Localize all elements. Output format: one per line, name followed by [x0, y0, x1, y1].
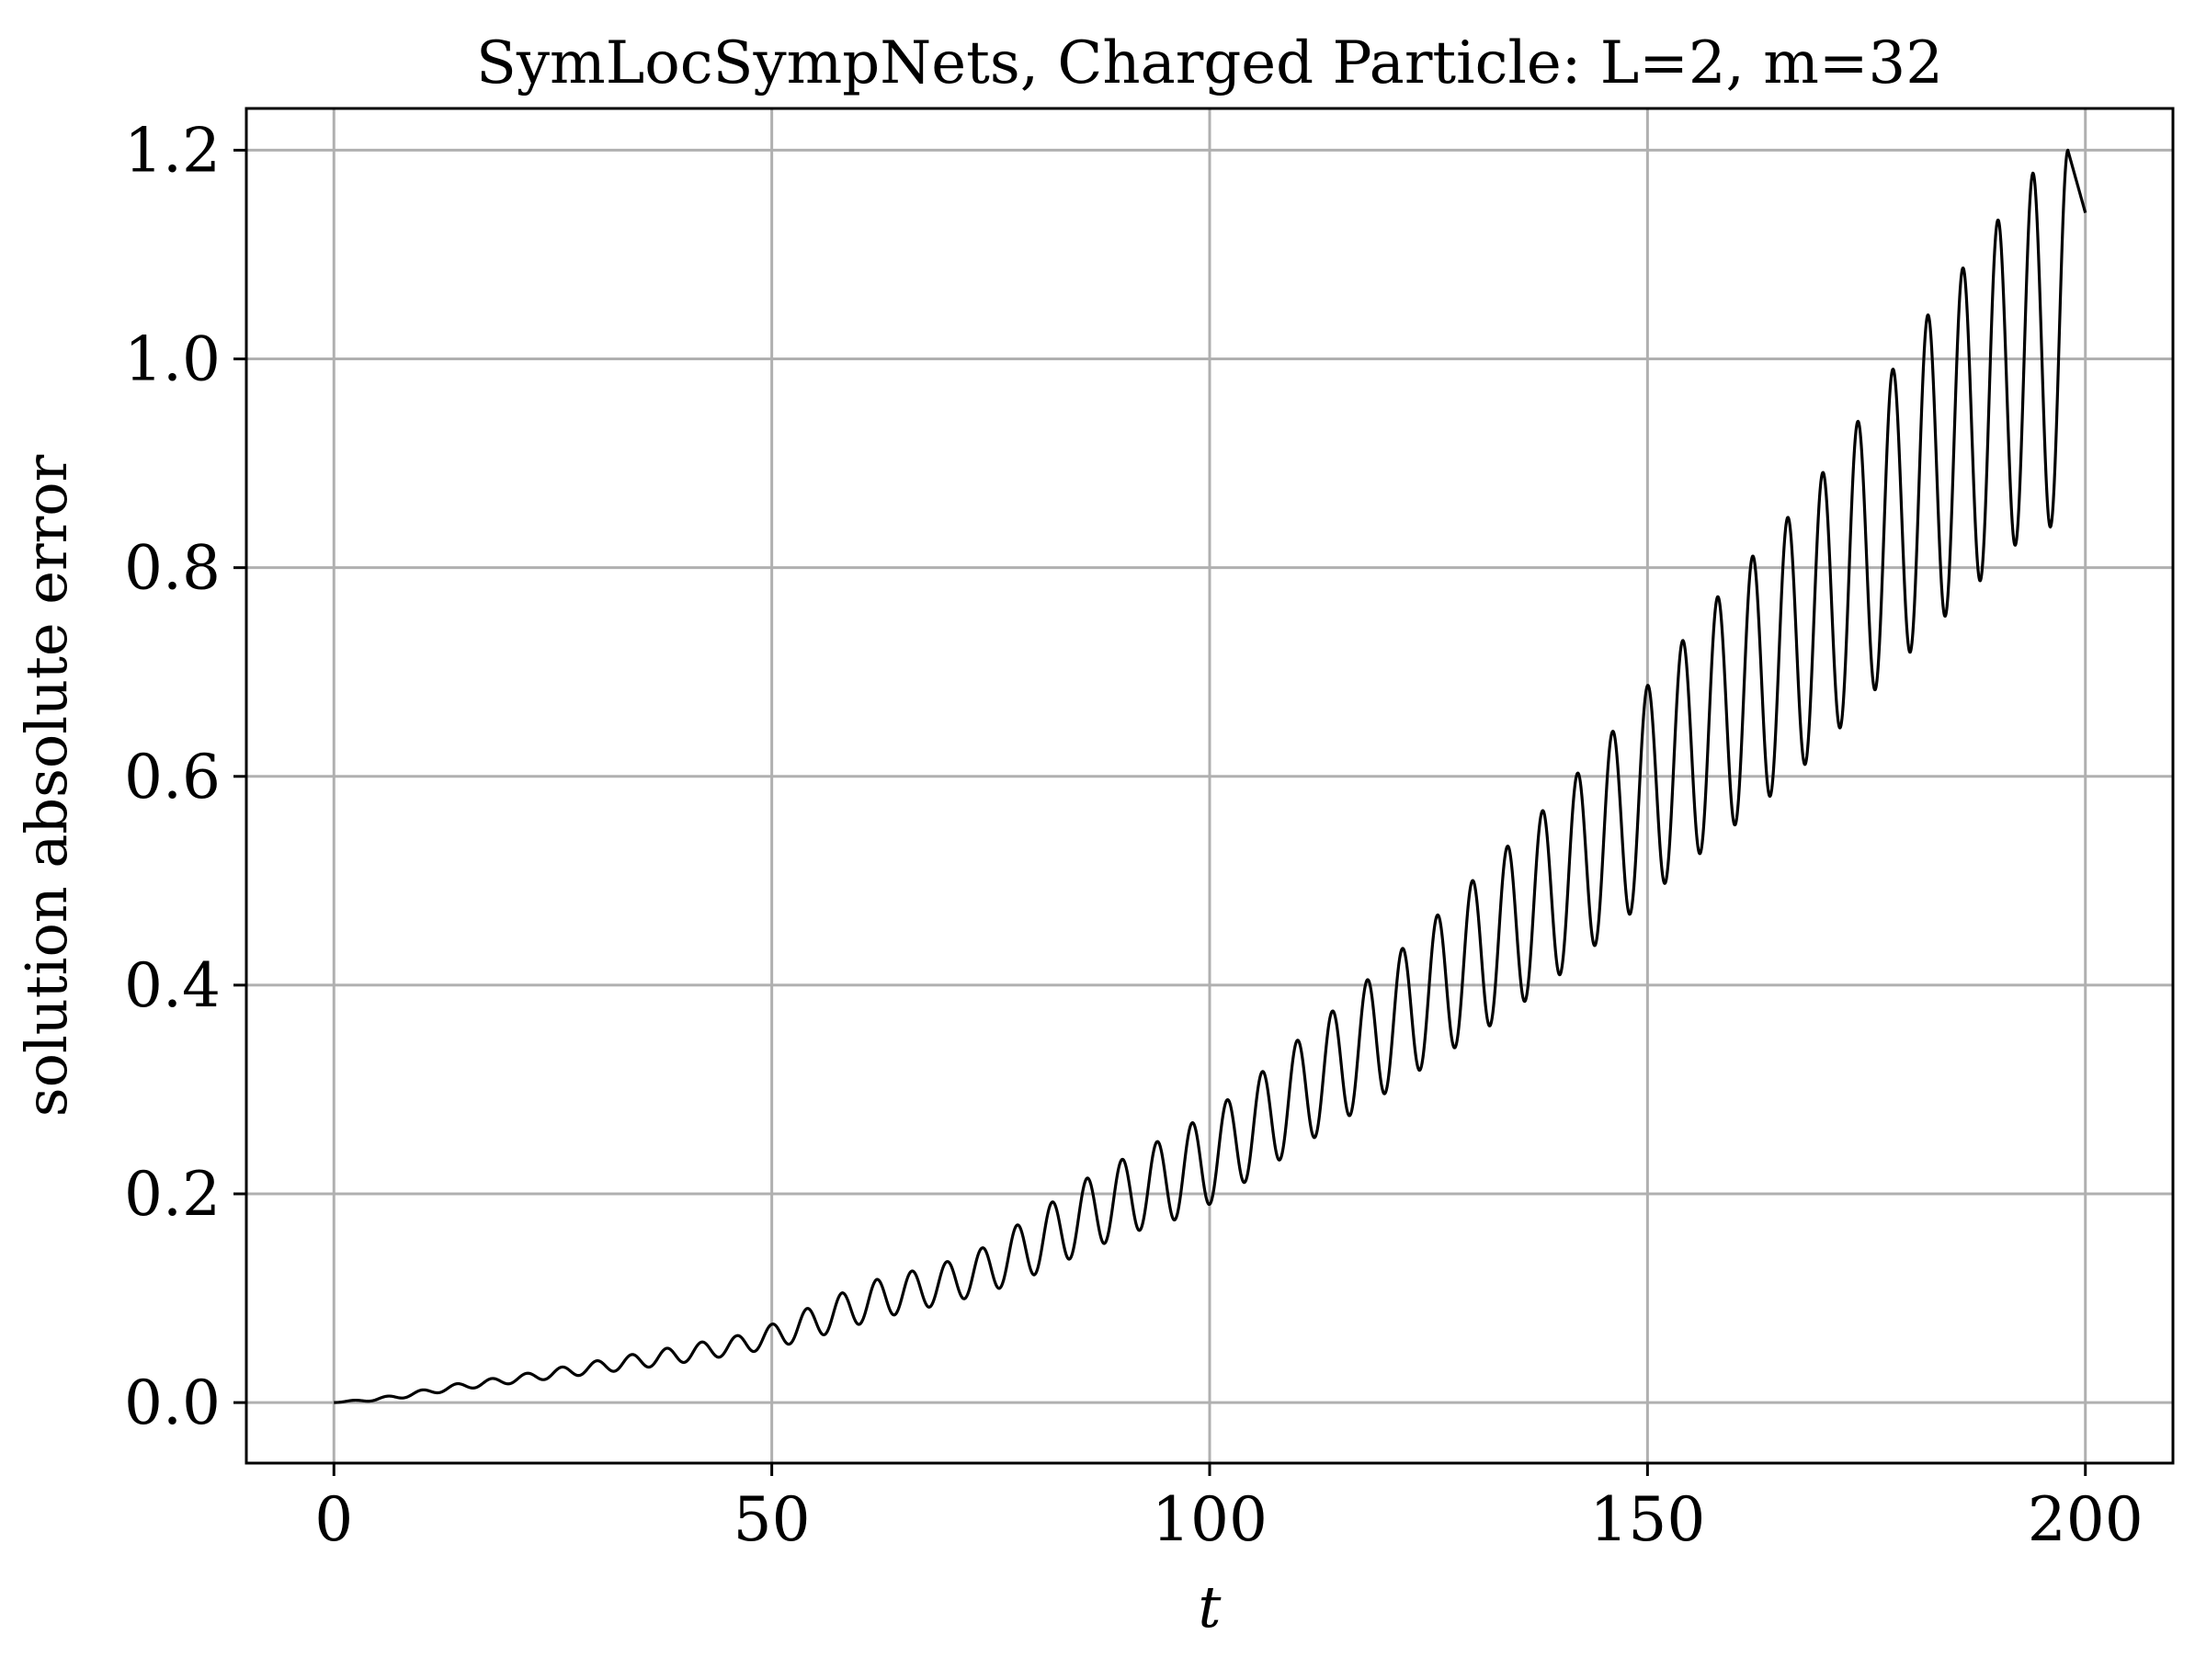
chart-title: SymLocSympNets, Charged Particle: L=2, m… [476, 29, 1943, 97]
y-tick-label: 0.6 [124, 742, 221, 812]
error-series-line [333, 148, 2087, 1404]
x-axis-label: t [1199, 1573, 1222, 1640]
x-tick-label: 50 [734, 1484, 811, 1555]
y-tick-label: 1.0 [124, 324, 221, 395]
x-tick-label: 100 [1152, 1484, 1268, 1555]
y-tick-label: 0.0 [124, 1368, 221, 1438]
grid [246, 108, 2173, 1463]
y-tick-label: 0.8 [124, 533, 221, 604]
y-axis-label: solution absolute error [13, 454, 80, 1117]
y-tick-label: 0.2 [124, 1159, 221, 1230]
plot-area [333, 148, 2087, 1404]
y-tick-label: 1.2 [124, 115, 221, 186]
ticks: 0 50 100 150 200 0.0 0.2 0.4 0.6 0.8 1.0 1.2 [124, 115, 2144, 1555]
x-tick-label: 0 [314, 1484, 353, 1555]
x-tick-label: 150 [1589, 1484, 1705, 1555]
y-tick-label: 0.4 [124, 950, 221, 1021]
x-tick-label: 200 [2028, 1484, 2144, 1555]
